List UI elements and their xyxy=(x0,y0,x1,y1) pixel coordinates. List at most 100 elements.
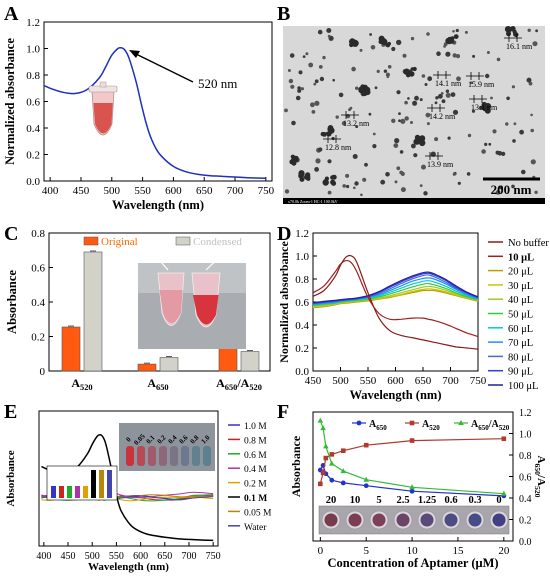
nanoparticle xyxy=(404,116,409,121)
panel-f: F 0 5 10 15 20 0.0 0.2 0.4 0.6 0.8 1.0 1.2 Concentra… xyxy=(277,401,547,570)
nanoparticle xyxy=(407,97,410,100)
nanoparticle xyxy=(470,81,473,85)
y-tick-label-c: 0.6 xyxy=(31,263,45,275)
nanoparticle-cluster xyxy=(504,26,512,33)
y-tick-label-d: 0.6 xyxy=(295,297,309,309)
measurement-label: 13.9 nm xyxy=(427,160,454,169)
nanoparticle-cluster xyxy=(325,131,330,136)
nanoparticle xyxy=(484,142,488,146)
panel-c: C 0 0.2 0.4 0.6 0.8 Absorbance A520 A650 A650/A5… xyxy=(4,223,271,392)
marker-a520 xyxy=(363,442,369,448)
legend-label-e: 0.05 M xyxy=(244,508,272,518)
tube xyxy=(192,446,200,466)
nanoparticle xyxy=(331,136,335,141)
y2-axis-label-f: A650/A520 xyxy=(533,455,547,497)
legend-label-d: 80 μL xyxy=(508,352,533,363)
legend-label-d: 30 μL xyxy=(508,281,533,292)
nanoparticle xyxy=(434,101,438,105)
legend-label-d: 40 μL xyxy=(508,295,533,306)
nanoparticle xyxy=(302,55,306,58)
nanoparticle xyxy=(284,108,288,113)
nanoparticle xyxy=(393,143,399,149)
category-label-a650: A650 xyxy=(147,376,168,392)
nanoparticle xyxy=(398,119,401,122)
tube xyxy=(170,446,178,466)
well-photo-f: 20 10 5 2.5 1.25 0.6 0.3 0 xyxy=(318,495,510,535)
tem-measurements: 16.1 nm 14.1 nm 15.9 nm 14.2 nm 13.1 nm 13.2 … xyxy=(323,34,533,169)
inset-bar xyxy=(51,486,56,498)
nanoparticle-cluster xyxy=(291,160,297,166)
y-tick-label-c: 0.8 xyxy=(31,228,45,240)
nanoparticle xyxy=(414,95,419,101)
y-tick-label-a: 0.6 xyxy=(26,97,40,109)
marker-ratio xyxy=(317,417,324,423)
nanoparticle xyxy=(354,181,359,186)
nanoparticle xyxy=(364,162,368,167)
y-tick-label-c: 0 xyxy=(40,366,46,378)
nanoparticle xyxy=(412,100,418,106)
nanoparticle xyxy=(424,83,428,86)
legend-label-e: 0.6 M xyxy=(244,451,267,461)
x-tick-label-f: 0 xyxy=(318,545,324,557)
annotation-label-a: 520 nm xyxy=(198,76,237,91)
nanoparticle xyxy=(380,179,386,185)
nanoparticle xyxy=(348,108,351,112)
marker-a520 xyxy=(323,455,329,461)
nanoparticle xyxy=(426,32,430,36)
nanoparticle xyxy=(530,128,534,133)
nanoparticle xyxy=(455,54,461,59)
x-tick-label-e: 700 xyxy=(181,551,196,562)
nanoparticle xyxy=(326,28,332,33)
x-tick-label-f: 20 xyxy=(498,545,510,557)
panel-letter-d: D xyxy=(277,223,291,245)
nanoparticle-cluster xyxy=(419,135,426,142)
x-axis-label-f: Concentration of Aptamer (μM) xyxy=(327,556,498,570)
x-tick-label-a: 500 xyxy=(104,185,121,197)
legend-label-e: 0.4 M xyxy=(244,465,267,475)
marker-ratio xyxy=(329,460,335,466)
nanoparticle xyxy=(289,53,295,58)
nanoparticle xyxy=(311,110,316,114)
measurement-label: 13.1 nm xyxy=(471,103,498,112)
nanoparticle-cluster xyxy=(320,131,325,137)
nanoparticle xyxy=(288,78,294,84)
y2-tick-label-f: 0.0 xyxy=(519,537,532,548)
annotation-arrowhead-a xyxy=(129,50,140,58)
legend-label-d: 90 μL xyxy=(508,367,533,378)
measurement-label: 14.1 nm xyxy=(435,79,462,88)
panel-b: B x70.0k Zoom-1 HC-1 100.0kV 200 nm 16.1… xyxy=(277,3,545,204)
x-tick-label-e: 750 xyxy=(206,551,221,562)
marker-a520 xyxy=(501,436,507,442)
nanoparticle-cluster xyxy=(331,180,337,186)
x-tick-label-d: 600 xyxy=(387,375,404,387)
annotation-arrow-a xyxy=(135,53,194,83)
nanoparticle xyxy=(499,185,503,190)
nanoparticle xyxy=(410,121,413,124)
y2-tick-label-f: 0.8 xyxy=(519,451,532,462)
panel-e-plot: 400 450 500 550 600 650 700 750 Wavelength (nm) A… xyxy=(5,410,272,573)
panel-letter-b: B xyxy=(277,3,290,25)
legend-swatch-original xyxy=(83,236,99,246)
series-line-f xyxy=(319,420,504,495)
nanoparticle xyxy=(452,109,459,115)
nanoparticle xyxy=(511,184,515,189)
x-tick-label-d: 500 xyxy=(332,375,349,387)
nanoparticle xyxy=(396,39,402,46)
x-axis-label-d: Wavelength (nm) xyxy=(349,388,441,402)
nanoparticle xyxy=(394,180,398,184)
nanoparticle xyxy=(298,70,303,75)
nanoparticle xyxy=(497,151,503,156)
marker-ratio xyxy=(340,468,347,474)
legend-label-f: A520 xyxy=(422,419,440,432)
nanoparticle xyxy=(376,69,380,73)
well-label-f: 1.25 xyxy=(418,495,436,506)
x-tick-label-d: 700 xyxy=(442,375,459,387)
inset-bar xyxy=(59,486,64,498)
nanoparticle xyxy=(528,81,533,86)
nanoparticle xyxy=(341,121,347,126)
nanoparticle xyxy=(287,69,291,72)
x-tick-label-a: 550 xyxy=(134,185,151,197)
y-axis-label-f: Absorbance xyxy=(289,435,303,497)
nanoparticle xyxy=(452,172,456,176)
nanoparticle xyxy=(466,172,471,176)
